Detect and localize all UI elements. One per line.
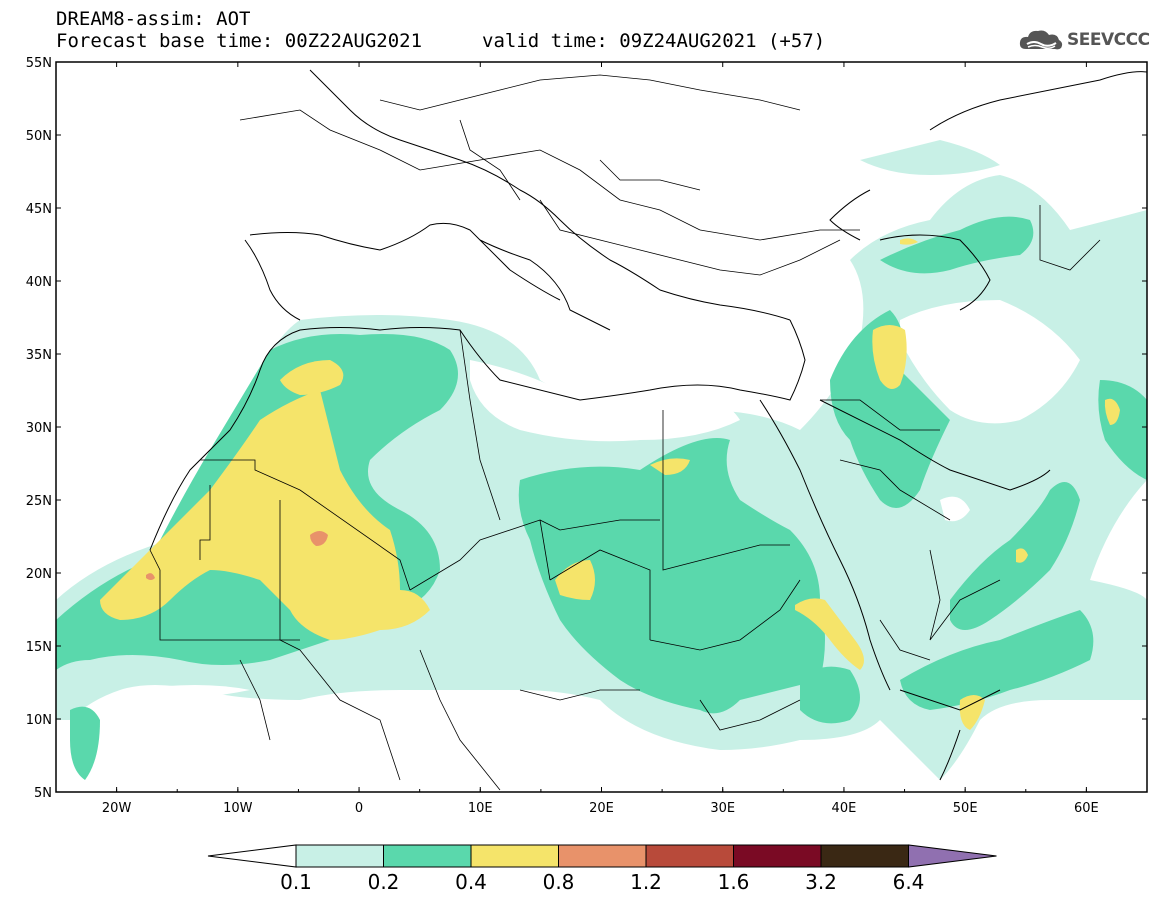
map-title: DREAM8-assim: AOT (56, 8, 251, 30)
colorbar-segment (558, 844, 647, 868)
seevccc-logo: SEEVCCC (1018, 26, 1150, 54)
lat-label: 25N (26, 494, 52, 509)
lat-label: 10N (26, 713, 52, 728)
lat-label: 35N (26, 348, 52, 363)
lon-label: 0 (355, 801, 363, 816)
colorbar-segment (820, 844, 909, 868)
lat-label: 20N (26, 567, 52, 582)
lon-label: 20E (589, 801, 614, 816)
aot-level-0-4 (100, 238, 1120, 730)
lat-label: 15N (26, 640, 52, 655)
lat-label: 50N (26, 129, 52, 144)
aot-clear-areas (130, 300, 1080, 700)
colorbar-label: 1.2 (630, 870, 662, 894)
valid-time: valid time: 09Z24AUG2021 (+57) (482, 30, 826, 52)
coastlines (149, 69, 1147, 781)
cloud-logo-icon (1019, 30, 1063, 50)
colorbar-label: 6.4 (893, 870, 925, 894)
lon-label: 10W (223, 801, 253, 816)
lon-label: 50E (953, 801, 978, 816)
lat-label: 40N (26, 275, 52, 290)
colorbar-label: 3.2 (805, 870, 837, 894)
colorbar-segment (645, 844, 734, 868)
lon-label: 10E (468, 801, 493, 816)
colorbar-segment (733, 844, 822, 868)
colorbar-label: 1.6 (718, 870, 750, 894)
lat-label: 55N (26, 56, 52, 71)
longitude-axis: 20W 10W 0 10E 20E 30E 40E 50E 60E (55, 62, 1148, 816)
lat-label: 30N (26, 421, 52, 436)
colorbar-segment (295, 844, 384, 868)
lat-label: 5N (34, 786, 52, 801)
colorbar-label: 0.2 (368, 870, 400, 894)
colorbar-label: 0.8 (543, 870, 575, 894)
lon-label: 30E (710, 801, 735, 816)
logo-text: SEEVCCC (1067, 30, 1150, 50)
colorbar: 0.1 0.2 0.4 0.8 1.2 1.6 3.2 6.4 (207, 844, 997, 894)
aot-level-0-8 (146, 531, 328, 580)
forecast-base-time: Forecast base time: 00Z22AUG2021 (56, 30, 423, 52)
latitude-axis: 55N 50N 45N 40N 35N 30N 25N 20N 15N 10N 5N (26, 56, 1147, 801)
colorbar-segment (470, 844, 559, 868)
lat-label: 45N (26, 202, 52, 217)
colorbar-label: 0.1 (280, 870, 312, 894)
colorbar-segment (383, 844, 472, 868)
lon-label: 60E (1074, 801, 1099, 816)
country-borders (149, 74, 1101, 791)
aot-field (56, 69, 1147, 791)
colorbar-label: 0.4 (455, 870, 487, 894)
lon-label: 20W (102, 801, 132, 816)
colorbar-over-triangle (908, 844, 997, 868)
lon-label: 40E (832, 801, 857, 816)
colorbar-under-triangle (207, 844, 297, 868)
